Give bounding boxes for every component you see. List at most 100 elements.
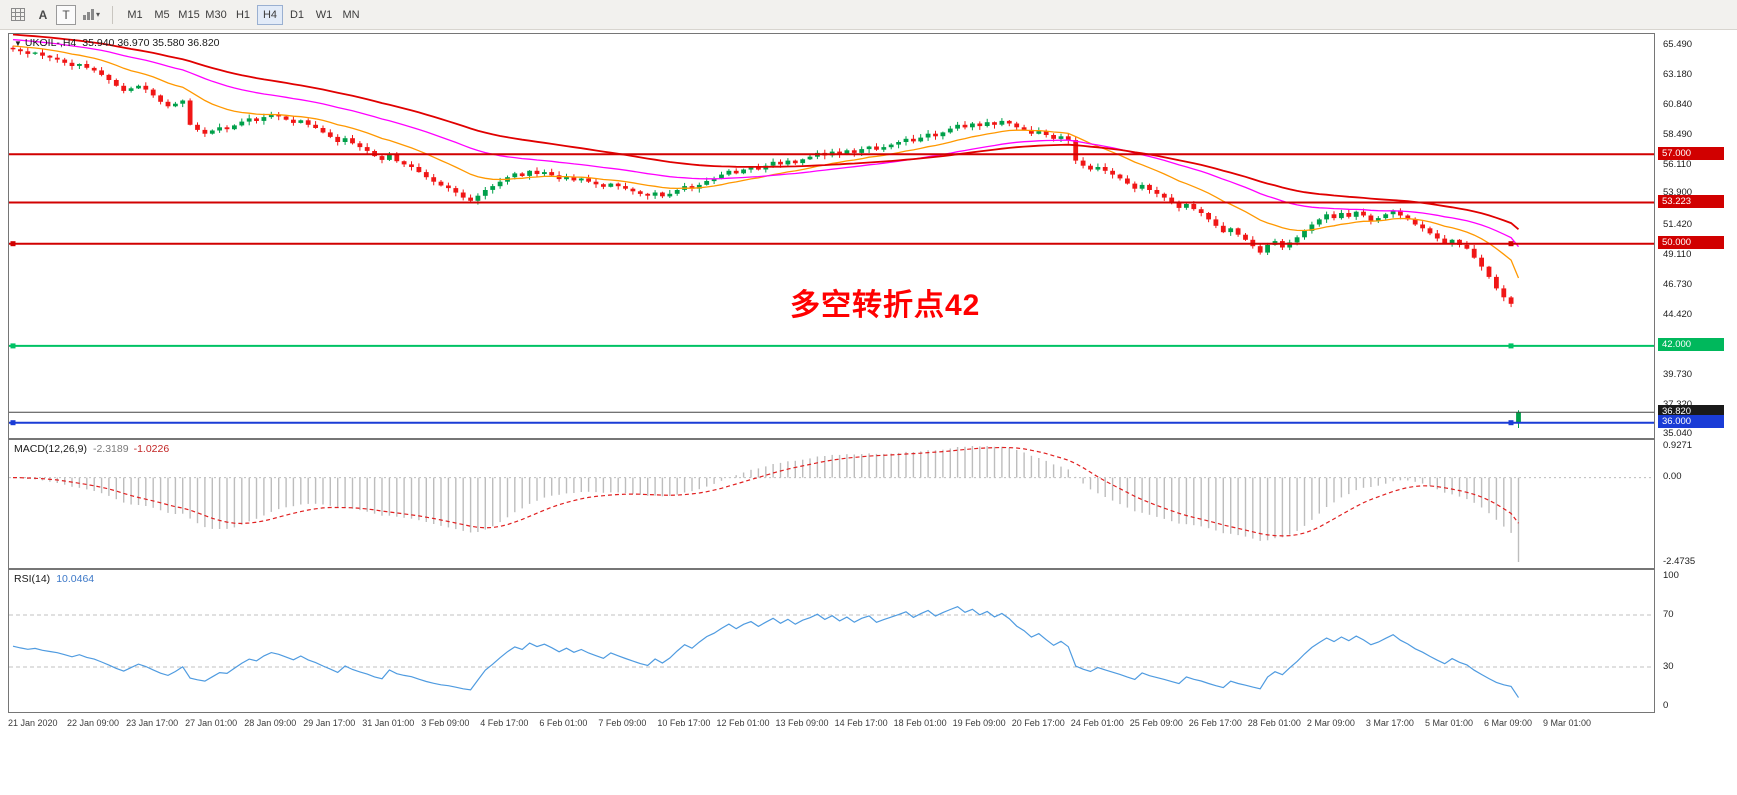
time-axis-label: 2 Mar 09:00 <box>1306 718 1355 728</box>
macd-indicator-chart <box>9 446 1654 562</box>
price-axis-label: 56.110 <box>1663 159 1692 171</box>
rsi-axis-label: 30 <box>1663 660 1674 672</box>
price-badge-57.000: 57.000 <box>1658 146 1724 160</box>
rsi-line <box>12 606 1520 698</box>
timeframe-group: M1 M5 M15 M30 H1 H4 D1 W1 MN <box>122 4 364 25</box>
timeframe-button-h4[interactable]: H4 <box>257 4 283 25</box>
time-axis-label: 24 Feb 01:00 <box>1070 718 1124 728</box>
price-axis-label: 46.730 <box>1663 279 1693 290</box>
price-axis-label: 35.040 <box>1663 428 1693 440</box>
macd-label: MACD(12,26,9) <box>14 443 87 455</box>
time-axis-label: 28 Feb 01:00 <box>1247 718 1301 728</box>
time-axis-label: 27 Jan 01:00 <box>185 718 238 728</box>
price-axis-label: 51.420 <box>1663 219 1693 230</box>
time-axis-label: 3 Mar 17:00 <box>1365 718 1414 728</box>
time-axis-label: 9 Mar 01:00 <box>1543 718 1592 728</box>
timeframe-button-d1[interactable]: D1 <box>289 8 305 21</box>
price-axis-label: 44.420 <box>1663 308 1693 320</box>
collapse-triangle-icon[interactable]: ▼ <box>14 39 22 48</box>
main-chart-panel: ▼ UKOIL-,H4 35.940 36.970 35.580 36.820 多空… <box>8 33 1655 439</box>
top-toolbar: A T ▾ M1 M5 M15 M30 H1 H4 D1 W1 MN <box>0 0 1737 30</box>
price-axis-label: 65.490 <box>1663 39 1693 51</box>
time-axis-label: 13 Feb 09:00 <box>775 718 829 728</box>
candlestick-chart <box>9 34 1654 428</box>
price-badge-50.000: 50.000 <box>1658 236 1724 250</box>
price-axis: 65.490 63.180 60.840 58.490 56.110 53.900 51.4… <box>1657 33 1735 439</box>
arrow-tool-button[interactable]: A <box>38 7 48 22</box>
time-axis-label: 6 Mar 09:00 <box>1484 718 1533 728</box>
time-axis-label: 26 Feb 17:00 <box>1188 718 1242 728</box>
dropdown-caret-icon: ▾ <box>95 10 100 19</box>
rsi-axis-label: 70 <box>1663 608 1674 620</box>
time-axis-label: 20 Feb 17:00 <box>1011 718 1065 728</box>
timeframe-button-m5[interactable]: M5 <box>154 8 170 21</box>
macd-signal-value: -1.0226 <box>133 443 170 455</box>
toolbar-separator <box>112 5 113 24</box>
time-axis-label: 12 Feb 01:00 <box>716 718 770 728</box>
macd-axis-label: 0.00 <box>1663 471 1682 483</box>
rsi-axis-label: 0 <box>1663 699 1669 711</box>
chart-style-button[interactable]: ▾ <box>79 4 103 25</box>
price-badge-36.820: 36.820 <box>1658 404 1724 418</box>
rsi-title: RSI(14) 10.0464 <box>14 573 94 585</box>
line-handle[interactable] <box>10 420 16 426</box>
timeframe-button-m15[interactable]: M15 <box>178 8 200 21</box>
price-axis-label: 39.730 <box>1663 368 1693 380</box>
time-axis-label: 29 Jan 17:00 <box>303 718 356 728</box>
time-axis-label: 25 Feb 09:00 <box>1129 718 1183 728</box>
line-handle[interactable] <box>10 241 16 247</box>
time-axis-label: 28 Jan 09:00 <box>244 718 297 728</box>
timeframe-button-m30[interactable]: M30 <box>205 8 227 21</box>
timeframe-button-h1[interactable]: H1 <box>235 8 251 21</box>
price-axis-label: 63.180 <box>1663 68 1693 80</box>
rsi-indicator-chart <box>9 606 1654 698</box>
time-axis-label: 5 Mar 01:00 <box>1425 718 1474 728</box>
text-tool-button[interactable]: T <box>56 4 76 25</box>
macd-value: -2.3189 <box>92 443 129 455</box>
time-axis-label: 31 Jan 01:00 <box>362 718 415 728</box>
ma-medium-line <box>12 38 1520 248</box>
time-axis-label: 21 Jan 2020 <box>8 718 58 728</box>
macd-panel: MACD(12,26,9) -2.3189 -1.0226 <box>8 439 1655 569</box>
macd-axis-label: 0.9271 <box>1663 439 1693 451</box>
time-axis-label: 3 Feb 09:00 <box>421 718 470 728</box>
time-axis-label: 19 Feb 09:00 <box>952 718 1006 728</box>
rsi-value: 10.0464 <box>56 573 95 585</box>
chart-annotation-text[interactable]: 多空转折点42 <box>790 289 981 322</box>
macd-axis-label: -2.4735 <box>1663 555 1696 567</box>
time-axis[interactable]: 21 Jan 2020 22 Jan 09:00 23 Jan 17:00 27 Ja… <box>8 713 1655 739</box>
ma-slow-line <box>12 34 1520 230</box>
price-axis-label: 49.110 <box>1663 248 1692 260</box>
price-axis-label: 53.900 <box>1663 187 1693 199</box>
macd-signal-line <box>12 446 1519 537</box>
tick-chart-icon[interactable] <box>6 4 30 25</box>
time-axis-label: 10 Feb 17:00 <box>657 718 711 728</box>
price-badge-36.000: 36.000 <box>1658 415 1724 429</box>
price-badge-42.000: 42.000 <box>1658 338 1724 352</box>
price-badge-53.223: 53.223 <box>1658 195 1724 208</box>
line-handle[interactable] <box>1508 241 1514 247</box>
line-handle[interactable] <box>10 343 16 349</box>
timeframe-button-w1[interactable]: W1 <box>315 8 333 21</box>
time-axis-label: 14 Feb 17:00 <box>834 718 888 728</box>
time-axis-label: 22 Jan 09:00 <box>67 718 120 728</box>
rsi-label: RSI(14) <box>14 573 51 585</box>
time-axis-label: 6 Feb 01:00 <box>539 718 588 728</box>
time-axis-label: 23 Jan 17:00 <box>126 718 179 728</box>
timeframe-button-m1[interactable]: M1 <box>127 8 143 21</box>
chart-symbol: UKOIL-,H4 <box>24 37 77 49</box>
rsi-axis: 100 70 30 0 <box>1657 569 1735 713</box>
macd-axis: 0.9271 0.00 -2.4735 <box>1657 439 1735 569</box>
time-axis-label: 18 Feb 01:00 <box>893 718 947 728</box>
macd-title: MACD(12,26,9) -2.3189 -1.0226 <box>14 443 169 455</box>
line-handle[interactable] <box>1508 420 1514 426</box>
price-axis-label: 58.490 <box>1663 128 1693 140</box>
timeframe-button-mn[interactable]: MN <box>342 8 360 21</box>
time-axis-label: 4 Feb 17:00 <box>480 718 529 728</box>
time-axis-label: 7 Feb 09:00 <box>598 718 647 728</box>
line-handle[interactable] <box>1508 343 1514 349</box>
rsi-axis-label: 100 <box>1663 569 1679 581</box>
chart-title: ▼ UKOIL-,H4 35.940 36.970 35.580 36.820 <box>14 37 220 49</box>
rsi-panel: RSI(14) 10.0464 <box>8 569 1655 713</box>
chart-ohlc-values: 35.940 36.970 35.580 36.820 <box>82 37 220 49</box>
